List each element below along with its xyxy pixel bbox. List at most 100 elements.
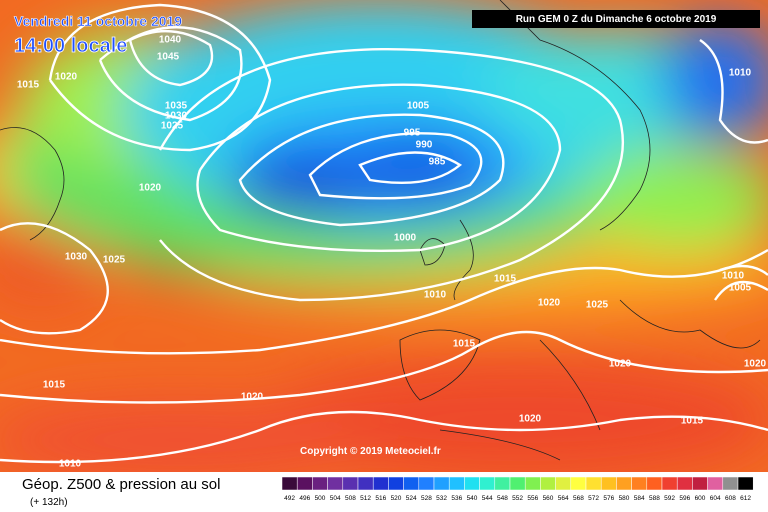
isobar-label: 1030 xyxy=(65,252,88,263)
run-info: Run GEM 0 Z du Dimanche 6 octobre 2019 xyxy=(516,14,717,25)
isobar-label: 1015 xyxy=(681,416,704,427)
isobar-label: 990 xyxy=(416,140,433,151)
isobar-label: 1020 xyxy=(139,183,162,194)
scale-label: 536 xyxy=(451,495,462,502)
scale-swatch xyxy=(448,476,465,491)
scale-label: 504 xyxy=(330,495,341,502)
scale-swatch xyxy=(722,476,739,491)
isobar-label: 995 xyxy=(404,128,421,139)
scale-label: 528 xyxy=(421,495,432,502)
forecast-time: 14:00 locale xyxy=(14,35,127,57)
isobar-label: 1010 xyxy=(424,290,447,301)
scale-swatch xyxy=(540,476,556,491)
scale-swatch xyxy=(661,476,678,491)
scale-swatch xyxy=(494,476,511,491)
scale-label: 492 xyxy=(284,495,295,502)
scale-swatch xyxy=(281,476,298,491)
isobar-label: 1010 xyxy=(722,271,745,282)
scale-swatch xyxy=(372,476,389,491)
scale-label: 564 xyxy=(558,495,569,502)
scale-label: 568 xyxy=(573,495,584,502)
isobar-label: 1040 xyxy=(159,35,182,46)
scale-label: 560 xyxy=(543,495,554,502)
scale-label: 548 xyxy=(497,495,508,502)
scale-swatch xyxy=(707,476,724,491)
scale-label: 604 xyxy=(710,495,721,502)
isobar-label: 1010 xyxy=(59,459,82,470)
scale-label: 592 xyxy=(664,495,675,502)
scale-swatch xyxy=(342,476,359,491)
scale-label: 584 xyxy=(634,495,645,502)
scale-label: 532 xyxy=(436,495,447,502)
run-banner xyxy=(472,10,760,28)
scale-label: 544 xyxy=(482,495,493,502)
scale-label: 520 xyxy=(391,495,402,502)
isobar-label: 1025 xyxy=(103,255,126,266)
scale-label: 552 xyxy=(512,495,523,502)
isobar-labels: 1040104510201015103510301025102010059959… xyxy=(17,35,767,470)
isobar-label: 1000 xyxy=(394,233,417,244)
scale-swatch xyxy=(616,476,632,491)
scale-swatch xyxy=(692,476,708,491)
isobar-label: 1025 xyxy=(161,121,184,132)
scale-label: 496 xyxy=(299,495,310,502)
scale-swatch xyxy=(418,476,435,491)
copyright: Copyright © 2019 Meteociel.fr xyxy=(300,446,441,457)
isobar-label: 1015 xyxy=(494,274,517,285)
scale-swatch xyxy=(676,476,693,491)
scale-swatch xyxy=(296,476,313,491)
isobar-label: 985 xyxy=(429,157,446,168)
scale-label: 540 xyxy=(467,495,478,502)
isobar-label: 1020 xyxy=(55,72,78,83)
scale-swatch xyxy=(555,476,572,491)
scale-label: 576 xyxy=(603,495,614,502)
scale-swatch xyxy=(737,476,754,491)
isobar-label: 1045 xyxy=(157,52,180,63)
scale-swatch xyxy=(600,476,617,491)
color-scale: 492 496 500 504 508 512 516 520 524 528 532 536 540 5… xyxy=(281,476,754,502)
scale-label: 596 xyxy=(679,495,690,502)
scale-swatch xyxy=(646,476,663,491)
scale-swatch xyxy=(631,476,648,491)
scale-label: 524 xyxy=(406,495,417,502)
scale-swatch xyxy=(464,476,480,491)
isobar-label: 1015 xyxy=(17,80,40,91)
isobar-label: 1020 xyxy=(519,414,542,425)
scale-label: 580 xyxy=(619,495,630,502)
isobar-label: 1005 xyxy=(729,283,752,294)
isobar-label: 1030 xyxy=(165,111,188,122)
scale-swatch xyxy=(312,476,328,491)
scale-swatch xyxy=(403,476,420,491)
scale-label: 556 xyxy=(527,495,538,502)
isobar-label: 1020 xyxy=(538,298,561,309)
scale-label: 512 xyxy=(360,495,371,502)
scale-swatch xyxy=(388,476,404,491)
isobars xyxy=(0,3,768,464)
isobar-label: 1025 xyxy=(586,300,609,311)
scale-swatch xyxy=(433,476,450,491)
isobar-label: 1020 xyxy=(744,359,767,370)
scale-swatch xyxy=(524,476,541,491)
isobar-label: 1010 xyxy=(729,68,752,79)
scale-label: 516 xyxy=(375,495,386,502)
forecast-date: Vendredi 11 octobre 2019 xyxy=(14,13,182,29)
scale-label: 588 xyxy=(649,495,660,502)
scale-swatch xyxy=(327,476,344,491)
scale-swatch xyxy=(509,476,526,491)
scale-label: 608 xyxy=(725,495,736,502)
isobar-label: 1015 xyxy=(43,380,66,391)
footer-title: Géop. Z500 & pression au sol xyxy=(22,476,220,493)
isobar-label: 1035 xyxy=(165,101,188,112)
scale-swatch xyxy=(585,476,602,491)
isobar-label: 1015 xyxy=(453,339,476,350)
isobar-label: 1020 xyxy=(241,392,264,403)
background-field xyxy=(0,0,768,480)
scale-label: 508 xyxy=(345,495,356,502)
scale-label: 572 xyxy=(588,495,599,502)
footer-lead: (+ 132h) xyxy=(30,497,68,508)
isobar-label: 1005 xyxy=(407,101,430,112)
scale-swatch xyxy=(357,476,374,491)
scale-swatch xyxy=(570,476,587,491)
scale-swatch xyxy=(479,476,496,491)
